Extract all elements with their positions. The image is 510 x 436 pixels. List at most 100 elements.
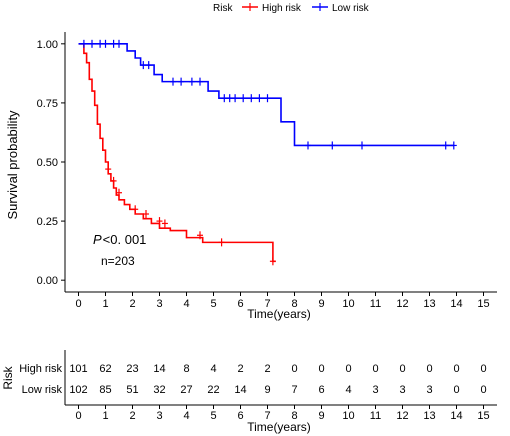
x-tick-label: 1 [102,298,108,310]
x-tick-label: 14 [450,298,462,310]
x-tick-label: 10 [342,298,354,310]
risk-cell-low: 9 [264,384,270,396]
x-tick-label: 5 [210,298,216,310]
x-axis-label: Time(years) [247,307,311,321]
p-value-annotation: P<0. 001 [93,232,146,247]
legend: Risk High risk Low risk [213,3,370,14]
n-annotation: n=203 [101,254,135,268]
y-tick-label: 0.75 [37,98,58,110]
p-value-text: <0. 001 [103,232,147,247]
censor-mark-low-risk [359,141,365,150]
legend-item-low-risk: Low risk [312,3,370,14]
y-axis-label: Survival probability [5,110,20,220]
censor-mark-high-risk [269,257,276,266]
x-tick-label: 12 [396,298,408,310]
risk-cell-high: 2 [264,363,270,375]
censor-mark-low-risk [240,94,247,103]
y-tick-label: 0.25 [37,216,58,228]
risk-cell-low: 0 [480,384,486,396]
x-tick-label: 11 [370,298,381,310]
risk-cell-high: 14 [153,363,165,375]
risk-cell-high: 4 [210,363,216,375]
censor-mark-low-risk [221,94,228,103]
risk-cell-high: 0 [453,363,459,375]
table-x-tick-label: 10 [342,410,354,422]
x-ticks: 0 1 2 3 4 5 6 7 8 9 10 11 12 13 14 15 [75,292,490,310]
censor-mark-low-risk [145,61,152,70]
table-x-tick-label: 8 [291,410,297,422]
x-tick-label: 6 [237,298,243,310]
table-x-tick-label: 4 [183,410,189,422]
censor-mark-high-risk [132,205,139,214]
risk-cell-low: 32 [153,384,165,396]
table-x-tick-label: 0 [75,410,81,422]
legend-title: Risk [213,3,233,14]
survival-curve-high-risk [78,43,276,263]
legend-item-high-risk: High risk [242,3,302,14]
censor-mark-low-risk [329,141,336,150]
censor-mark-low-risk [89,39,95,48]
censor-mark-low-risk [226,94,233,103]
y-ticks: 0.00 0.25 0.50 0.75 1.00 [37,39,65,287]
censor-mark-low-risk [248,94,255,103]
risk-cell-low: 3 [399,384,405,396]
series-layer [78,39,457,266]
table-x-tick-label: 6 [237,410,243,422]
table-x-tick-label: 2 [129,410,135,422]
survival-curve-low-risk [78,43,454,147]
censor-mark-high-risk [116,188,122,197]
km-plot: Survival probability 0.00 0.25 0.50 0.75 1.0… [5,32,497,321]
risk-cell-high: 0 [426,363,432,375]
risk-cell-high: 8 [183,363,189,375]
censor-mark-low-risk [102,39,109,48]
censor-mark-low-risk [256,94,263,103]
risk-cell-high: 0 [480,363,486,375]
risk-table-title: Risk [1,365,15,389]
censor-mark-high-risk [197,231,203,240]
table-x-tick-label: 1 [102,410,108,422]
risk-cell-high: 101 [69,363,87,375]
censor-mark-low-risk [110,39,117,48]
censor-mark-low-risk [450,141,457,150]
risk-cell-low: 14 [234,384,246,396]
table-x-tick-label: 3 [156,410,162,422]
censor-mark-low-risk [264,94,271,103]
table-x-tick-label: 12 [396,410,408,422]
table-x-axis-label: Time(years) [247,420,311,434]
risk-cell-high: 0 [399,363,405,375]
risk-cell-low: 4 [345,384,351,396]
risk-cell-low: 7 [291,384,297,396]
risk-cell-high: 23 [126,363,138,375]
risk-cell-low: 3 [372,384,378,396]
x-tick-label: 2 [129,298,135,310]
x-tick-label: 13 [423,298,435,310]
risk-row-label-low: Low risk [22,384,63,396]
x-tick-label: 7 [264,298,270,310]
censor-mark-low-risk [140,61,147,70]
risk-cell-high: 0 [372,363,378,375]
risk-row-label-high: High risk [19,363,62,375]
legend-label-high-risk: High risk [262,3,302,14]
censor-mark-low-risk [305,141,311,150]
censor-mark-high-risk [110,176,117,185]
risk-cell-low: 3 [426,384,432,396]
censor-mark-low-risk [197,77,203,86]
risk-cell-low: 27 [180,384,192,396]
risk-cell-low: 51 [126,384,138,396]
x-tick-label: 15 [477,298,489,310]
censor-mark-low-risk [80,39,87,48]
x-tick-label: 4 [183,298,189,310]
censor-mark-high-risk [156,217,163,226]
censor-mark-low-risk [442,141,449,150]
risk-cell-high: 62 [99,363,111,375]
risk-cell-low: 85 [99,384,111,396]
risk-cell-low: 102 [69,384,87,396]
censor-mark-low-risk [178,77,185,86]
censor-mark-low-risk [97,39,104,48]
censor-mark-high-risk [218,238,225,247]
censor-mark-low-risk [170,77,176,86]
censor-mark-low-risk [116,39,122,48]
censor-mark-high-risk [105,165,112,174]
table-x-tick-label: 11 [370,410,381,422]
